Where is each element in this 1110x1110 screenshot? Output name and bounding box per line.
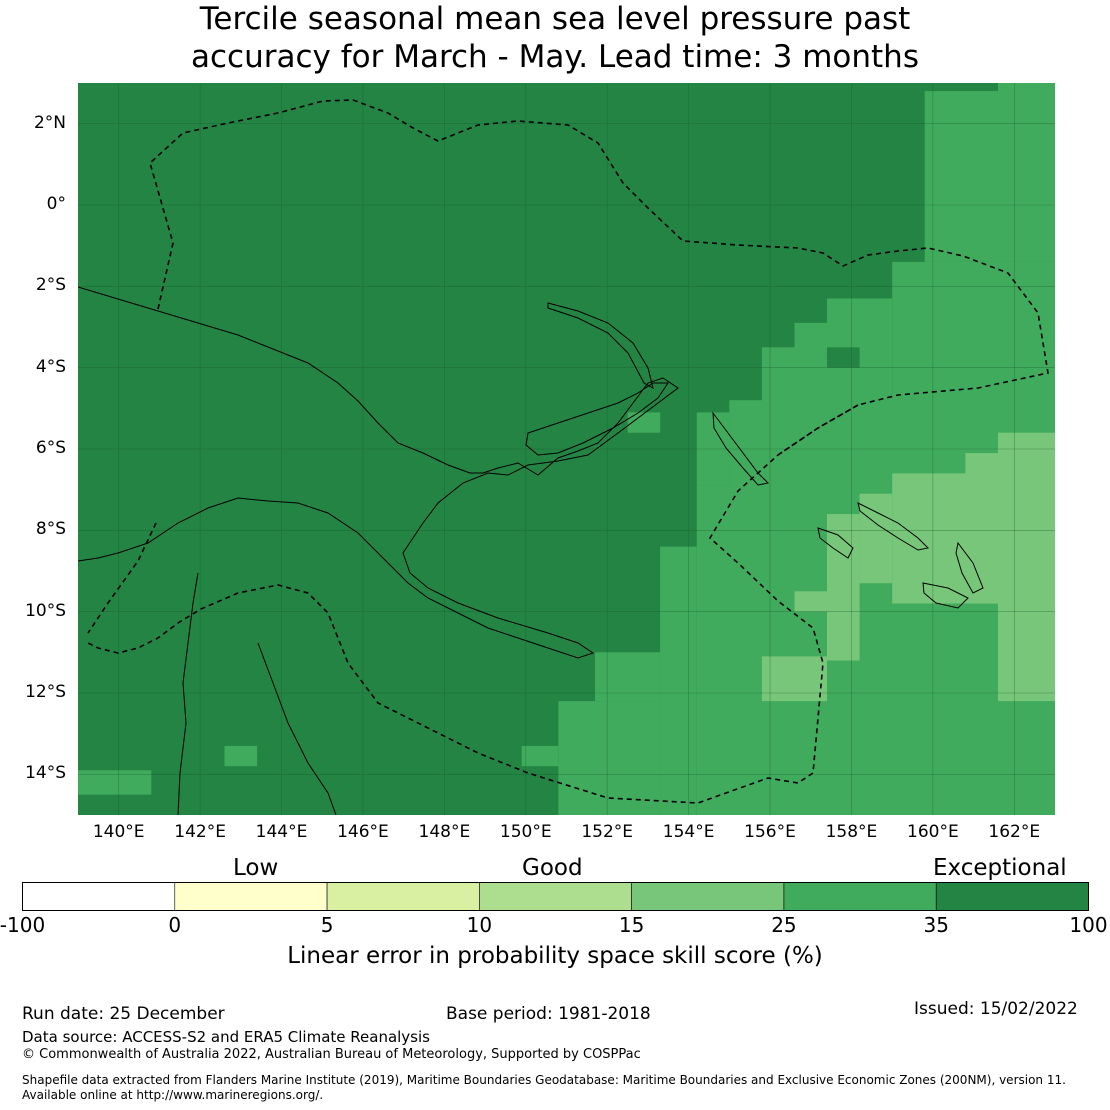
grid-cell <box>892 473 966 604</box>
grid-cell <box>761 347 795 409</box>
grid-cell <box>998 432 1055 702</box>
latitude-label: 2°S <box>35 275 66 296</box>
colorbar-segment <box>22 882 176 911</box>
colorbar-tick-label: 5 <box>320 913 334 937</box>
skill-score-map[interactable] <box>78 83 1055 815</box>
eez-boundary-west <box>87 522 157 634</box>
title-line-2: accuracy for March - May. Lead time: 3 m… <box>191 39 919 75</box>
latitude-label: 8°S <box>35 519 66 540</box>
latitude-label: 10°S <box>25 600 66 621</box>
colorbar-tick-label: 35 <box>923 913 949 937</box>
latitude-label: 6°S <box>35 438 66 458</box>
latitude-label: 2°N <box>33 112 66 133</box>
base-period: Base period: 1981-2018 <box>446 1004 651 1024</box>
colorbar-segments <box>22 882 1089 911</box>
latitude-label: 12°S <box>25 682 66 702</box>
grid-cell <box>761 656 827 702</box>
grid-cell <box>78 770 152 795</box>
grid-cell <box>859 493 893 584</box>
longitude-label: 162°E <box>988 822 1041 842</box>
colorbar-tick-label: 10 <box>466 913 493 937</box>
grid-cell <box>224 745 258 767</box>
grid-cell <box>627 412 661 433</box>
eez-boundary-png <box>87 99 1049 804</box>
map-gridlines <box>78 83 1055 815</box>
longitude-label: 154°E <box>662 822 715 842</box>
coastline-cape-york <box>177 572 199 815</box>
coastline-solomon-1 <box>857 502 930 551</box>
longitude-label: 160°E <box>907 822 959 842</box>
grid-cell <box>521 745 559 767</box>
colorbar-tick-label: 0 <box>168 913 182 937</box>
colorbar-category-exceptional: Exceptional <box>933 855 1067 881</box>
coastline-bougainville <box>712 411 770 486</box>
longitude-label: 140°E <box>92 822 145 842</box>
colorbar-category-low: Low <box>233 855 279 881</box>
title-line-1: Tercile seasonal mean sea level pressure… <box>199 1 911 37</box>
eez-boundaries <box>87 99 1049 804</box>
run-date: Run date: 25 December <box>22 1004 225 1024</box>
colorbar-tick-label: 25 <box>771 913 797 937</box>
longitude-label: 150°E <box>499 822 552 842</box>
coastline-new-britain <box>525 382 669 456</box>
longitude-label: 156°E <box>744 822 796 842</box>
eez-boundary-solomon <box>777 404 859 456</box>
grid-cell <box>794 322 828 409</box>
colorbar-tick-label: 100 <box>1069 913 1108 937</box>
latitude-label: 14°S <box>25 763 66 784</box>
grid-cell <box>794 591 828 612</box>
colorbar-segment <box>479 882 632 911</box>
grid-cell <box>924 91 998 262</box>
colorbar-segment <box>174 882 328 911</box>
latitude-label: 4°S <box>35 356 66 377</box>
colorbar-tick-label: 15 <box>618 913 645 937</box>
longitude-label: 148°E <box>418 822 471 842</box>
longitude-label: 158°E <box>825 822 878 842</box>
coastline-solomon-2 <box>817 527 854 559</box>
skill-grid-cells <box>78 83 1055 815</box>
colorbar <box>22 882 1089 911</box>
coastline-new-ireland <box>547 302 654 389</box>
map-panel[interactable] <box>78 83 1055 815</box>
coastline-new-guinea <box>78 286 679 659</box>
colorbar-segment <box>783 882 937 911</box>
coastlines <box>78 286 984 815</box>
shapefile-credit-1: Shapefile data extracted from Flanders M… <box>22 1073 1066 1087</box>
colorbar-label: Linear error in probability space skill … <box>287 943 823 969</box>
grid-cell <box>998 83 1055 262</box>
colorbar-category-good: Good <box>522 855 583 881</box>
grid-cell <box>965 453 998 604</box>
coastline-solomon-4 <box>955 541 984 594</box>
coastline-australia-east <box>257 642 337 815</box>
colorbar-segment <box>935 882 1089 911</box>
colorbar-tick-label: -100 <box>0 913 46 937</box>
grid-cell <box>595 652 661 702</box>
coastline-solomon-3 <box>922 582 969 609</box>
grid-cell <box>660 546 697 815</box>
colorbar-segment <box>326 882 480 911</box>
longitude-label: 142°E <box>174 822 226 842</box>
copyright: © Commonwealth of Australia 2022, Austra… <box>22 1047 641 1062</box>
issued-date: Issued: 15/02/2022 <box>914 999 1078 1019</box>
colorbar-border <box>22 882 1089 911</box>
data-source: Data source: ACCESS-S2 and ERA5 Climate … <box>22 1028 430 1046</box>
latitude-label: 0° <box>46 194 66 214</box>
grid-cell <box>558 701 661 815</box>
longitude-label: 152°E <box>581 822 634 842</box>
grid-cell <box>827 514 860 661</box>
shapefile-credit-2: Available online at http://www.marinereg… <box>22 1088 324 1102</box>
longitude-label: 144°E <box>255 822 308 842</box>
colorbar-segment <box>631 882 785 911</box>
grid-cell <box>827 347 860 368</box>
longitude-label: 146°E <box>337 822 389 842</box>
